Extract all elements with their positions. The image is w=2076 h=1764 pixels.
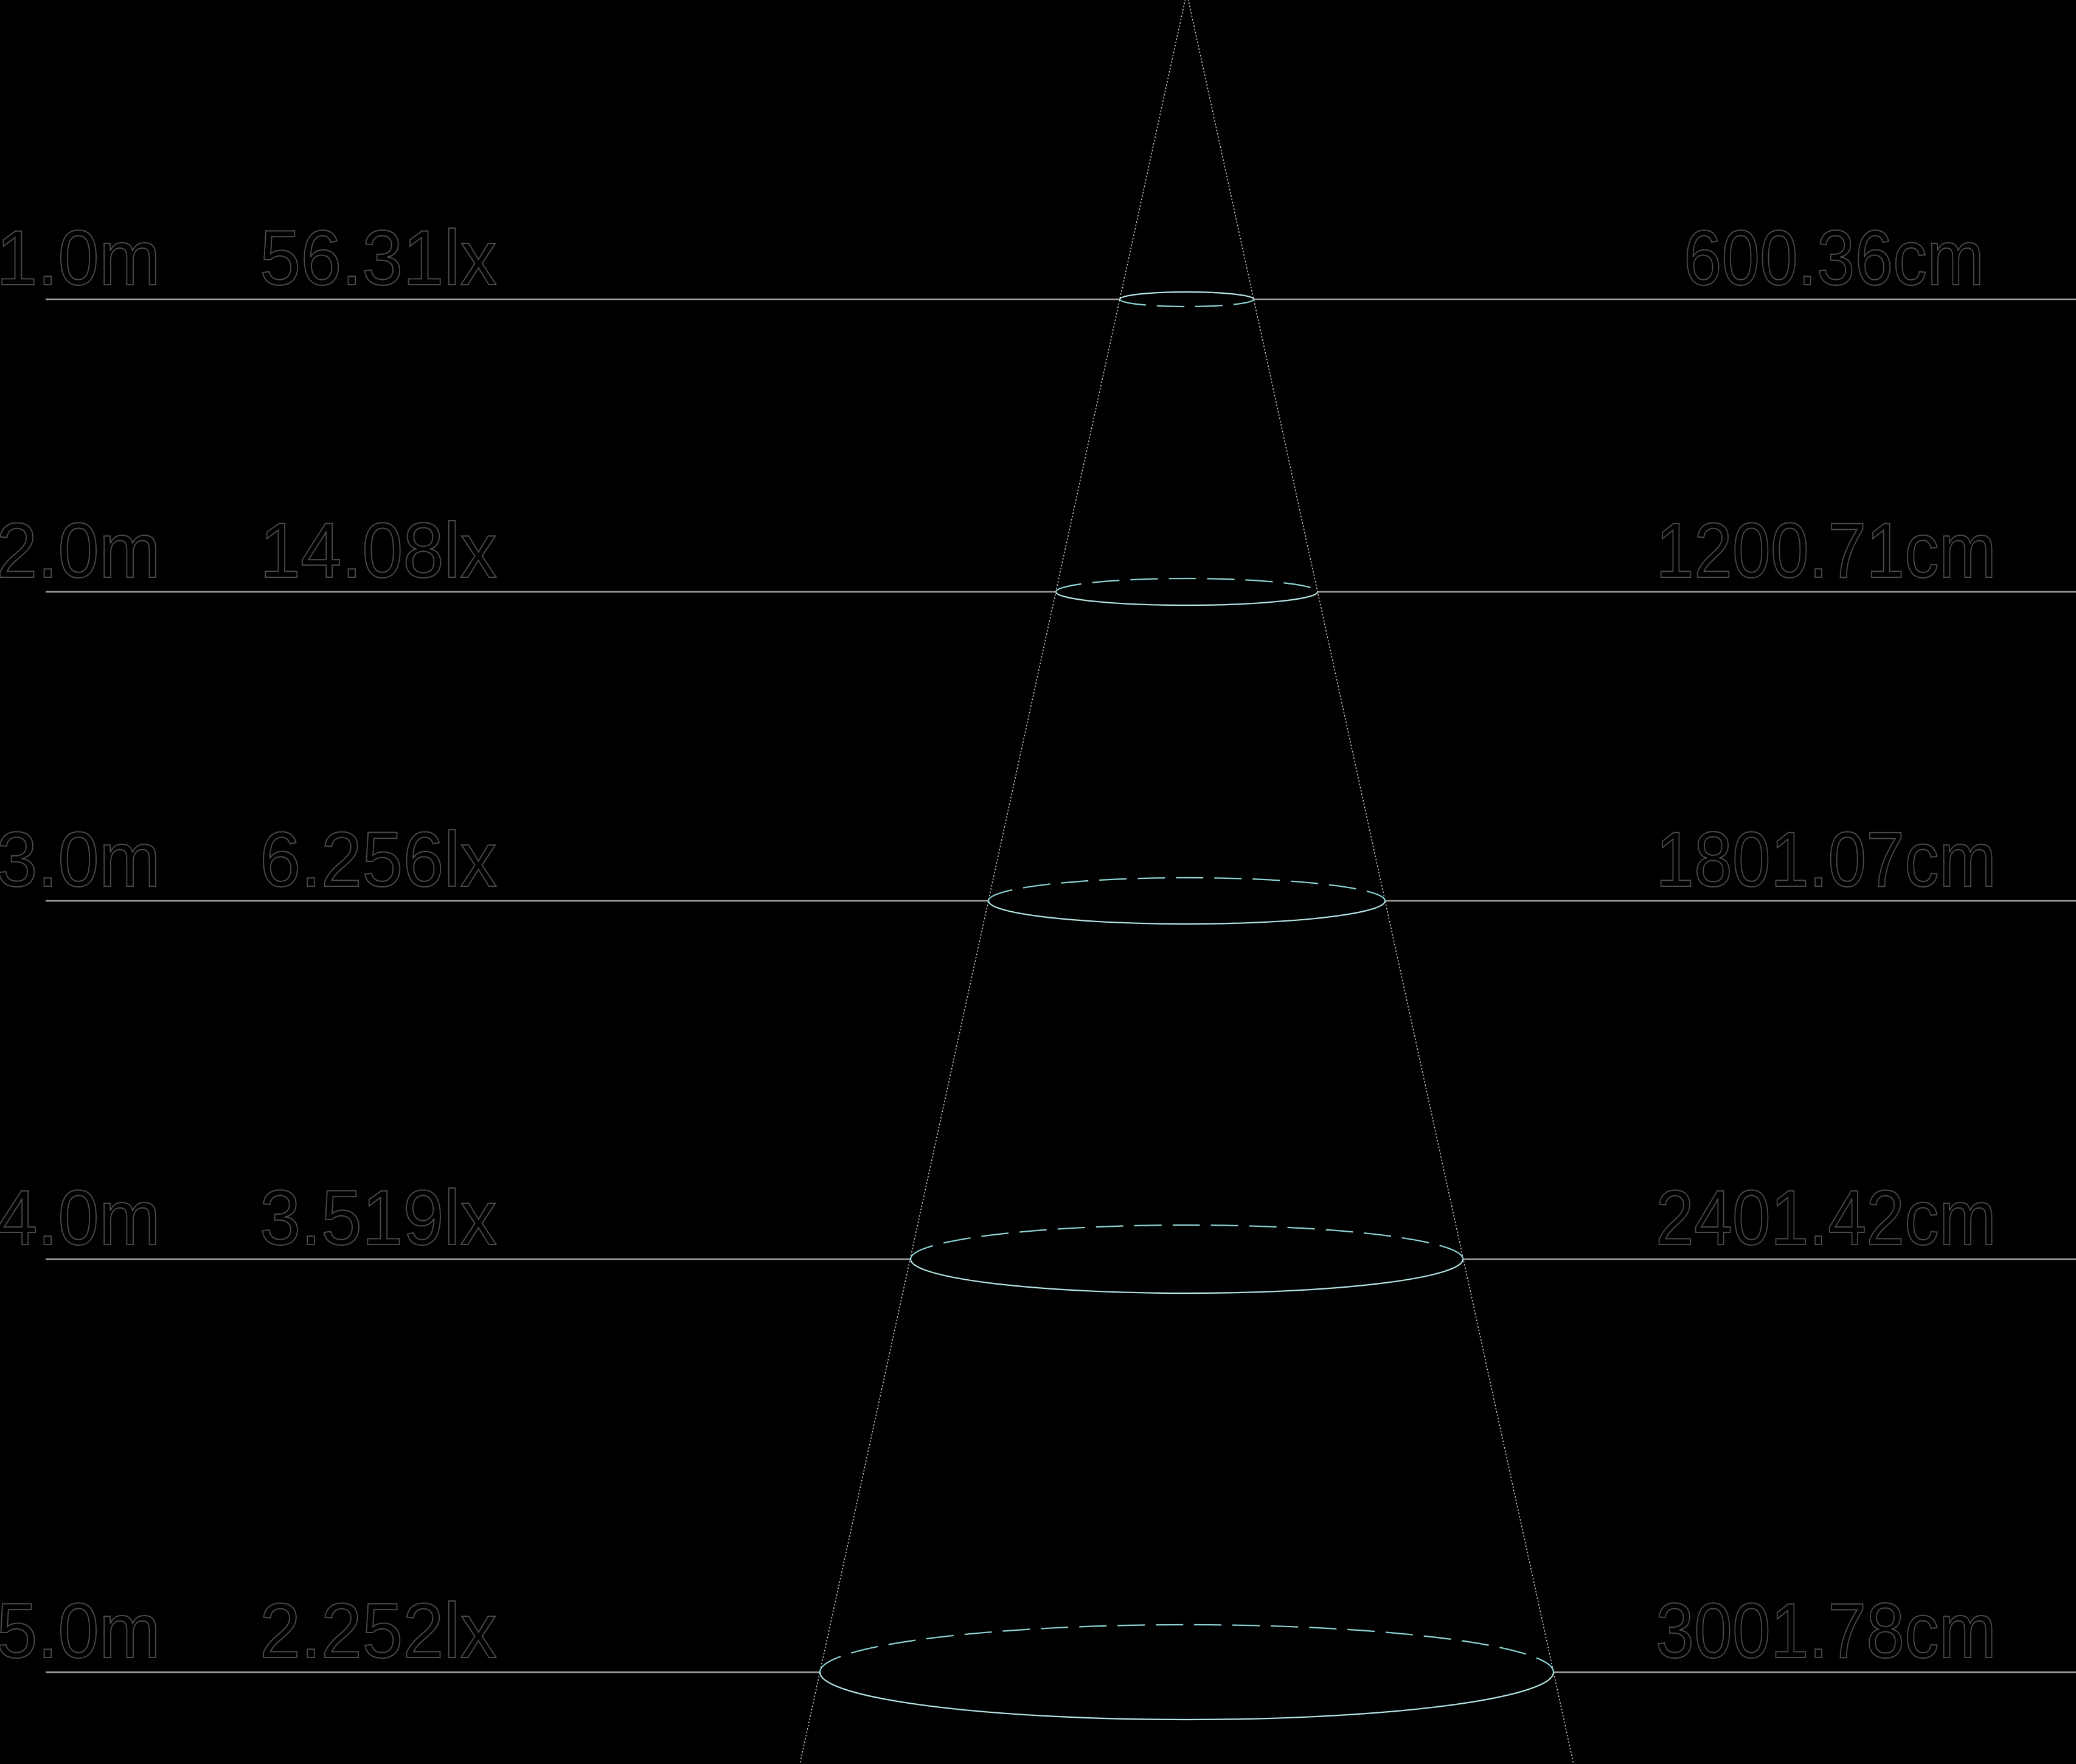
diameter-label-2m: 1200.71cm [1656,507,1996,594]
row-5-labels: 5.0m 2.252lx 3001.78cm [0,1587,1997,1675]
illuminance-label-5m: 2.252lx [260,1588,497,1675]
row-2-labels: 2.0m 14.08lx 1200.71cm [0,507,1997,595]
diameter-label-3m: 1801.07cm [1656,816,1996,903]
ellipse-3m-bottom-arc [987,900,1386,925]
ellipse-2m-bottom-arc [1055,591,1319,606]
beam-ellipses [819,291,1555,1721]
distance-label-1m: 1.0m [0,215,161,302]
row-3-labels: 3.0m 6.256lx 1801.07cm [0,816,1997,904]
distance-lines [46,298,2076,1673]
distance-label-5m: 5.0m [0,1588,161,1675]
cone-edge-left [799,0,1186,1764]
distance-label-2m: 2.0m [0,507,161,594]
distance-label-3m: 3.0m [0,816,161,903]
ellipse-5m-top-arc [819,1623,1555,1673]
cone-edge-right [1187,0,1574,1764]
ellipse-1m-top-arc [1119,291,1255,300]
row-4-labels: 4.0m 3.519lx 2401.42cm [0,1174,1997,1262]
distance-label-4m: 4.0m [0,1175,161,1262]
ellipse-4m-top-arc [909,1224,1464,1260]
ellipse-3m-top-arc [987,877,1386,901]
illuminance-label-4m: 3.519lx [260,1175,497,1262]
ellipse-4m-bottom-arc [909,1259,1464,1294]
row-1-labels: 1.0m 56.31lx 600.36cm [0,214,1985,302]
ellipse-2m-top-arc [1055,577,1319,592]
ellipse-5m-bottom-arc [819,1672,1555,1721]
ellipse-1m-bottom-arc [1119,299,1255,308]
diameter-label-4m: 2401.42cm [1656,1175,1996,1262]
cone-edges [799,0,1574,1764]
diameter-label-1m: 600.36cm [1684,215,1984,302]
illuminance-label-2m: 14.08lx [260,507,497,594]
diameter-label-5m: 3001.78cm [1656,1588,1996,1675]
illuminance-label-1m: 56.31lx [260,215,497,302]
illuminance-label-3m: 6.256lx [260,816,497,903]
